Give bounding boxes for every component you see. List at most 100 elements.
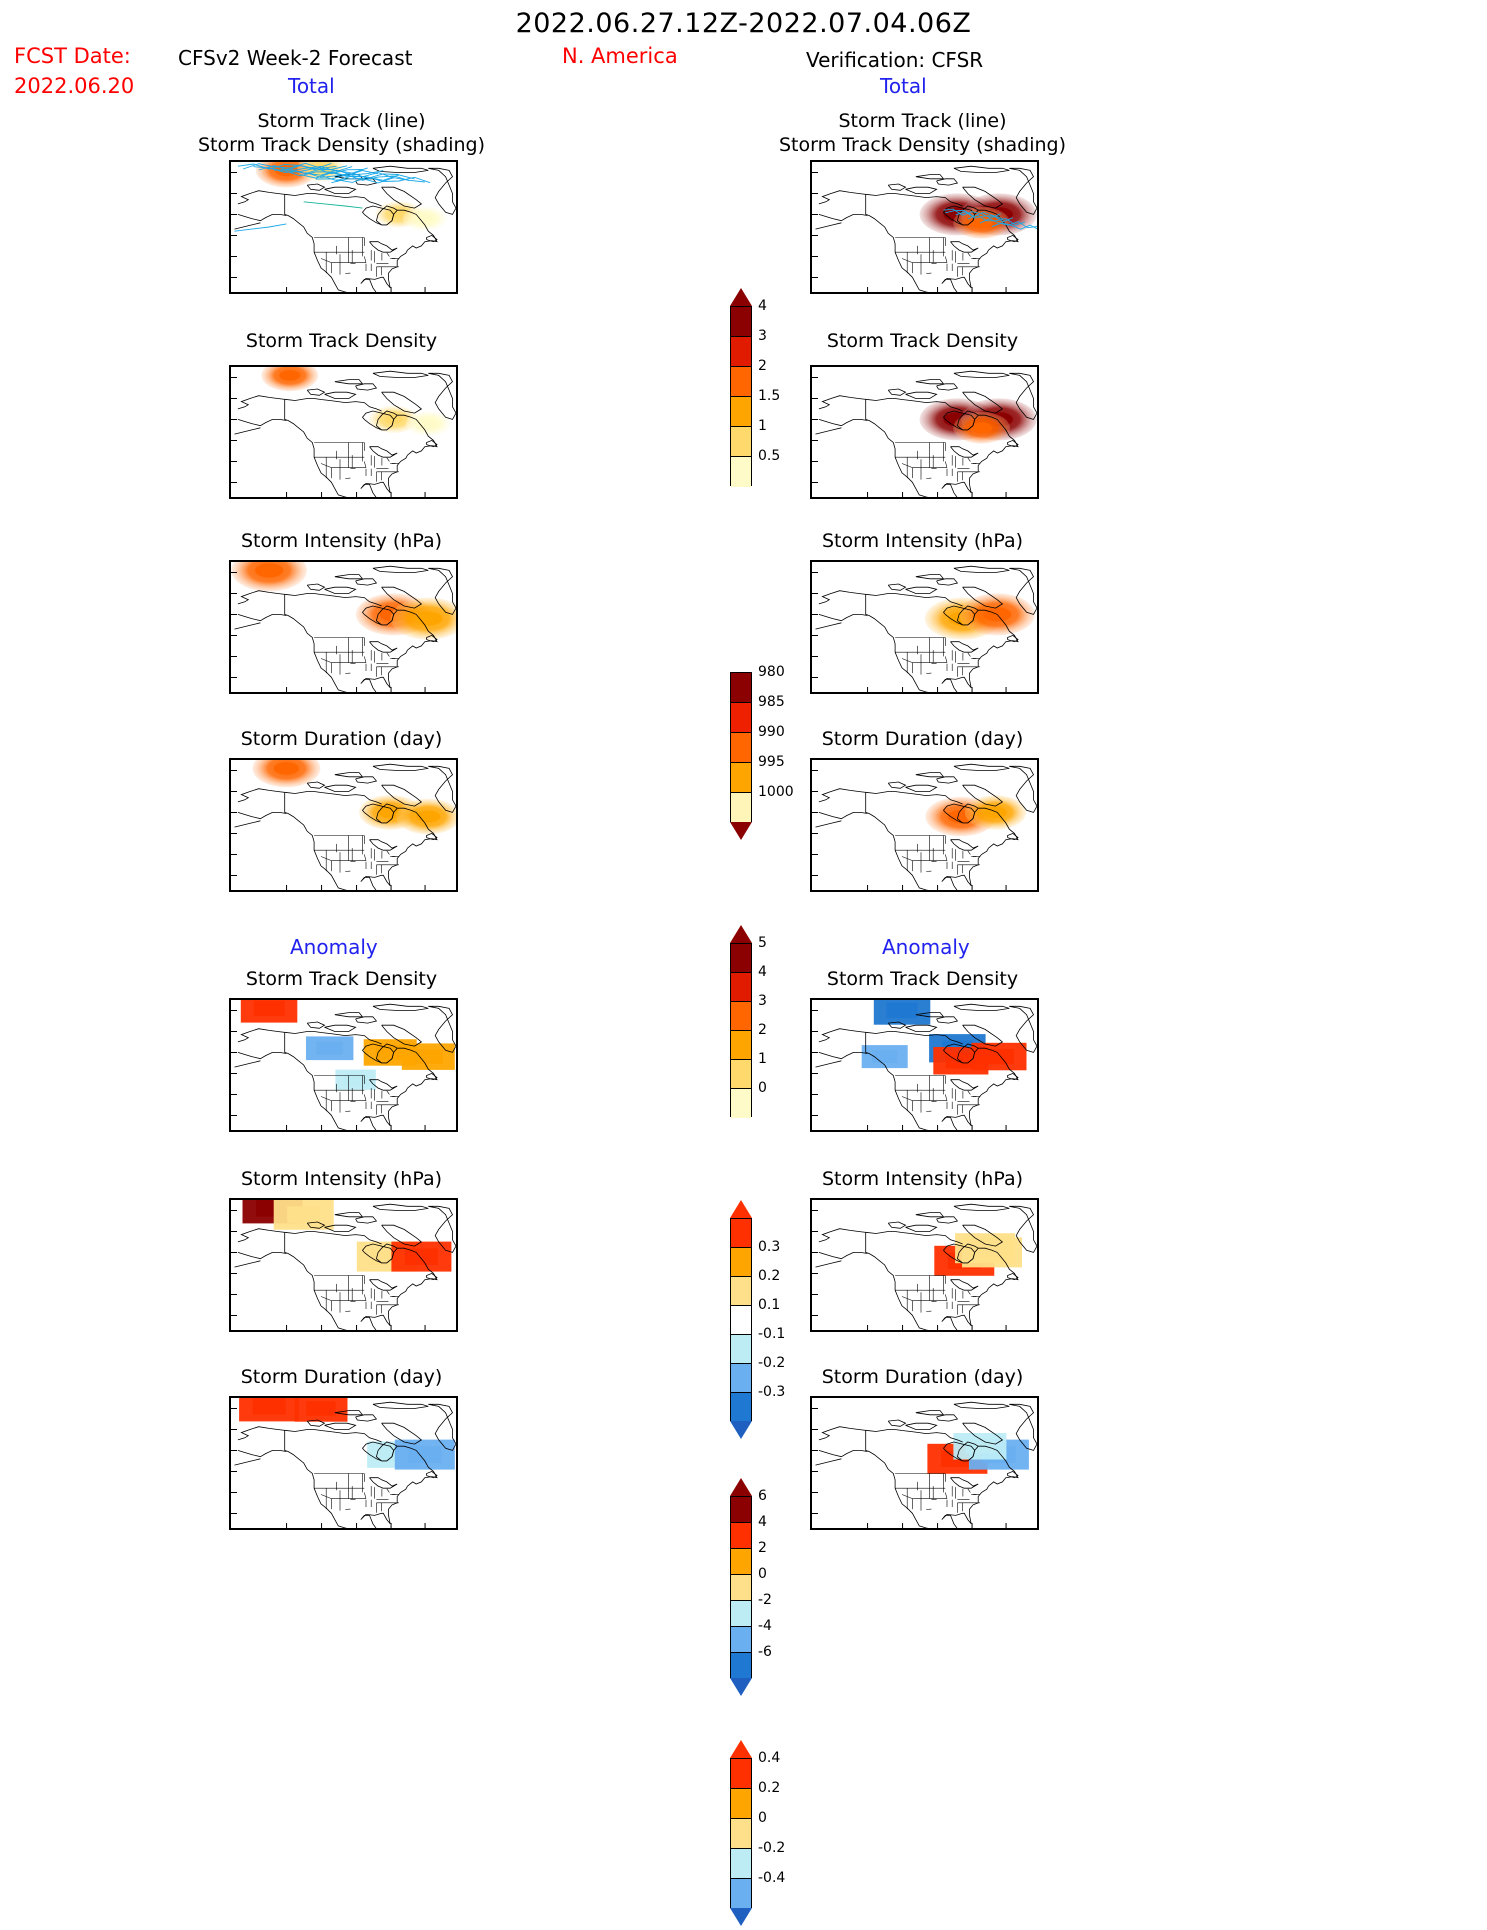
lat-tick-70N: 70N <box>812 1031 819 1033</box>
lon-tick-140W: 140W <box>867 1523 869 1528</box>
storm-intensity-anomaly-colorbar-top-arrow <box>730 1478 752 1496</box>
map-graphic-fcst-total-intensity <box>231 562 456 692</box>
lon-tick-80W: 80W <box>971 287 973 292</box>
lat-tick-80N: 80N <box>231 172 238 174</box>
lat-tick-50N: 50N <box>812 440 819 442</box>
storm-track-density-anomaly-colorbar-label-5: 0.3 <box>758 1239 781 1255</box>
lon-tick-100W: 100W <box>936 1325 938 1330</box>
map-panel-ver-total-duration[interactable]: 80N 70N 60N 50N 40N 30N 140W 120W 100W 80W 60W <box>810 758 1039 892</box>
storm-track-density-anomaly-colorbar[interactable]: -0.3 -0.2 -0.1 0.1 0.2 0.3 <box>730 1200 850 1443</box>
map-panel-fcst-total-track-density[interactable]: 80N 70N 60N 50N 40N 30N 140W 120W 100W 80W 60W <box>229 365 458 499</box>
lat-tick-30N: 30N <box>231 677 238 679</box>
map-panel-ver-total-intensity[interactable]: 80N 70N 60N 50N 40N 30N 140W 120W 100W 80W 60W <box>810 560 1039 694</box>
map-panel-ver-anom-duration[interactable]: 80N 70N 60N 50N 40N 30N 140W 120W 100W 80W 60W <box>810 1396 1039 1530</box>
lat-tick-40N: 40N <box>812 1492 819 1494</box>
lat-tick-30N: 30N <box>231 875 238 877</box>
lat-tick-40N: 40N <box>812 256 819 258</box>
lon-tick-60W: 60W <box>424 1325 426 1330</box>
storm-duration-anomaly-colorbar-label-4: 0.4 <box>758 1750 781 1766</box>
storm-intensity-anomaly-colorbar-segment-5 <box>731 1627 751 1653</box>
lat-tick-60N: 60N <box>231 419 238 421</box>
lon-tick-100W: 100W <box>936 1523 938 1528</box>
storm-intensity-colorbar-body <box>730 672 752 823</box>
lat-tick-50N: 50N <box>812 1073 819 1075</box>
lon-tick-100W: 100W <box>355 287 357 292</box>
lat-tick-50N: 50N <box>231 1471 238 1473</box>
lon-tick-140W: 140W <box>286 287 288 292</box>
panel-title-fcst-anom-duration: Storm Duration (day) <box>240 1366 443 1388</box>
storm-intensity-anomaly-colorbar-segment-6 <box>731 1653 751 1679</box>
map-panel-fcst-anom-intensity[interactable]: 80N 70N 60N 50N 40N 30N 140W 120W 100W 80W 60W <box>229 1198 458 1332</box>
map-panel-fcst-anom-track-density[interactable]: 80N 70N 60N 50N 40N 30N 140W 120W 100W 80W 60W <box>229 998 458 1132</box>
panel-title-fcst-total-duration: Storm Duration (day) <box>240 728 443 750</box>
map-panel-fcst-total-track-density-shaded[interactable]: 80N 70N 60N 50N 40N 30N 140W 120W 100W 80W 60W <box>229 160 458 294</box>
storm-duration-colorbar[interactable]: 0 1 2 3 4 5 <box>730 925 850 1139</box>
lat-tick-30N: 30N <box>812 677 819 679</box>
map-panel-fcst-anom-duration[interactable]: 80N 70N 60N 50N 40N 30N 140W 120W 100W 80W 60W <box>229 1396 458 1530</box>
lat-tick-30N: 30N <box>231 1513 238 1515</box>
storm-intensity-anomaly-colorbar-label-1: -4 <box>758 1618 772 1634</box>
map-panel-ver-total-track-density[interactable]: 80N 70N 60N 50N 40N 30N 140W 120W 100W 80W 60W <box>810 365 1039 499</box>
storm-track-density-anomaly-colorbar-segment-2 <box>731 1277 751 1306</box>
storm-intensity-anomaly-colorbar-label-5: 4 <box>758 1514 767 1530</box>
storm-duration-colorbar-segment-2 <box>731 1002 751 1031</box>
map-graphic-ver-total-duration <box>815 763 1037 890</box>
storm-duration-colorbar-segment-4 <box>731 1060 751 1089</box>
map-panel-ver-anom-intensity[interactable]: 80N 70N 60N 50N 40N 30N 140W 120W 100W 80W 60W <box>810 1198 1039 1332</box>
map-graphic-ver-anom-intensity <box>815 1203 1037 1330</box>
lat-tick-50N: 50N <box>231 235 238 237</box>
lat-tick-50N: 50N <box>812 235 819 237</box>
map-graphic-fcst-total-track-density-shaded <box>234 162 456 292</box>
lon-tick-120W: 120W <box>320 492 322 497</box>
storm-duration-colorbar-body <box>730 943 752 1118</box>
storm-intensity-anomaly-colorbar-segment-4 <box>731 1601 751 1627</box>
lon-tick-140W: 140W <box>286 1325 288 1330</box>
lon-tick-60W: 60W <box>1005 1523 1007 1528</box>
storm-track-density-colorbar-label-0: 0.5 <box>758 448 781 464</box>
map-panel-ver-total-track-density-shaded[interactable]: 80N 70N 60N 50N 40N 30N 140W 120W 100W 80W 60W <box>810 160 1039 294</box>
map-graphic-fcst-anom-track-density <box>234 1000 456 1130</box>
lat-tick-60N: 60N <box>812 1450 819 1452</box>
storm-duration-anomaly-colorbar[interactable]: -0.4 -0.2 0 0.2 0.4 <box>730 1740 850 1930</box>
panel-title-fcst-anom-intensity: Storm Intensity (hPa) <box>240 1168 442 1190</box>
storm-intensity-colorbar-label-3: 985 <box>758 694 785 710</box>
storm-duration-colorbar-label-0: 0 <box>758 1080 767 1096</box>
lat-tick-70N: 70N <box>812 193 819 195</box>
lon-tick-100W: 100W <box>355 1325 357 1330</box>
lon-tick-120W: 120W <box>320 885 322 890</box>
storm-intensity-anomaly-colorbar-segment-3 <box>731 1575 751 1601</box>
storm-intensity-anomaly-colorbar[interactable]: -6 -4 -2 0 2 4 6 <box>730 1478 850 1700</box>
lat-tick-70N: 70N <box>231 1429 238 1431</box>
lon-tick-120W: 120W <box>901 492 903 497</box>
lon-tick-120W: 120W <box>901 1325 903 1330</box>
storm-track-density-colorbar[interactable]: 0.5 1 1.5 2 3 4 <box>730 288 850 508</box>
storm-duration-colorbar-segment-3 <box>731 1031 751 1060</box>
storm-intensity-anomaly-colorbar-segment-2 <box>731 1549 751 1575</box>
lat-tick-60N: 60N <box>812 214 819 216</box>
storm-track-density-anomaly-colorbar-bottom-arrow <box>730 1421 752 1439</box>
lon-tick-60W: 60W <box>424 1125 426 1130</box>
storm-intensity-colorbar[interactable]: 1000 995 990 985 980 <box>730 664 850 862</box>
map-panel-fcst-total-duration[interactable]: 80N 70N 60N 50N 40N 30N 140W 120W 100W 80W 60W <box>229 758 458 892</box>
storm-duration-anomaly-colorbar-label-2: 0 <box>758 1810 767 1826</box>
map-panel-ver-anom-track-density[interactable]: 80N 70N 60N 50N 40N 30N 140W 120W 100W 80W 60W <box>810 998 1039 1132</box>
lat-tick-70N: 70N <box>231 193 238 195</box>
storm-track-density-anomaly-colorbar-body <box>730 1218 752 1422</box>
lat-tick-40N: 40N <box>812 854 819 856</box>
lon-tick-80W: 80W <box>971 1325 973 1330</box>
lon-tick-80W: 80W <box>390 687 392 692</box>
lat-tick-80N: 80N <box>812 572 819 574</box>
lat-tick-70N: 70N <box>812 791 819 793</box>
lat-tick-80N: 80N <box>231 1010 238 1012</box>
lon-tick-140W: 140W <box>867 885 869 890</box>
storm-track-density-colorbar-label-4: 3 <box>758 328 767 344</box>
lat-tick-40N: 40N <box>231 1492 238 1494</box>
map-panel-fcst-total-intensity[interactable]: 80N 70N 60N 50N 40N 30N 140W 120W 100W 80W 60W <box>229 560 458 694</box>
storm-duration-anomaly-colorbar-bottom-arrow <box>730 1908 752 1926</box>
lon-tick-100W: 100W <box>936 687 938 692</box>
map-graphic-ver-anom-duration <box>815 1401 1037 1528</box>
lat-tick-30N: 30N <box>231 1315 238 1317</box>
lat-tick-80N: 80N <box>231 1408 238 1410</box>
lon-tick-140W: 140W <box>286 687 288 692</box>
storm-track-density-anomaly-colorbar-label-4: 0.2 <box>758 1268 781 1284</box>
